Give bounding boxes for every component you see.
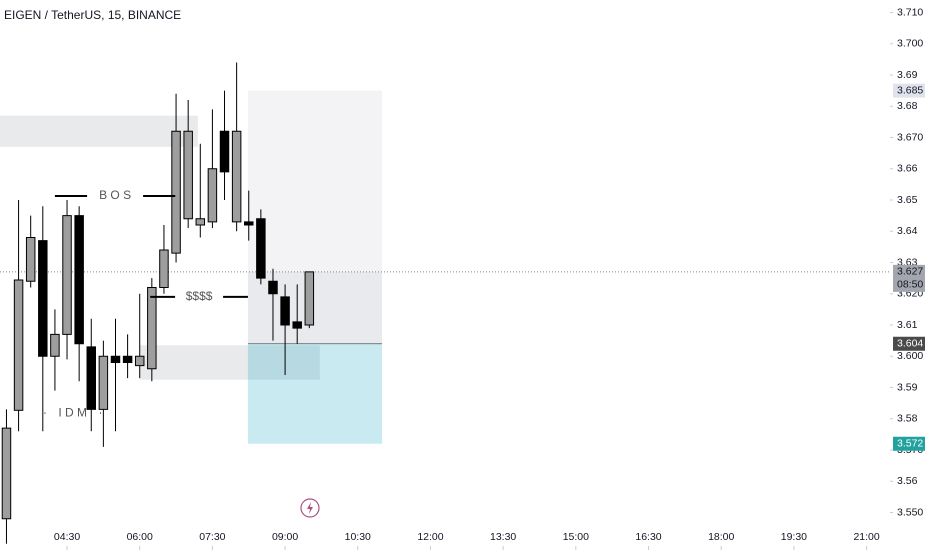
x-tick-label: 12:00 — [417, 531, 443, 543]
y-tick-label: 3.58 — [897, 413, 918, 425]
chart-title: EIGEN / TetherUS, 15, BINANCE — [4, 8, 181, 22]
x-tick-label: 04:30 — [54, 531, 80, 543]
countdown-label: 08:50 — [897, 279, 923, 291]
price-badge-label: 3.572 — [897, 438, 923, 450]
stop-zone — [247, 343, 383, 444]
y-tick-label: 3.59 — [897, 381, 918, 393]
candle-body — [50, 333, 60, 357]
x-tick-label: 06:00 — [127, 531, 153, 543]
icon-bolt — [307, 502, 313, 514]
candle-body — [292, 321, 302, 329]
candle-body — [1, 427, 12, 520]
candle-body — [74, 215, 84, 345]
annotation-text: I D M — [58, 405, 87, 419]
candle-body — [219, 130, 230, 173]
replay-icon[interactable] — [300, 498, 320, 518]
candle-body — [159, 249, 169, 288]
y-tick-label: 3.700 — [897, 38, 923, 50]
x-tick-label: 21:00 — [853, 531, 879, 543]
candle-body — [38, 240, 48, 357]
y-tick-label: 3.56 — [897, 475, 918, 487]
candle-body — [134, 355, 145, 367]
annotation-text: $$$$ — [186, 289, 213, 303]
y-tick-label: 3.670 — [897, 131, 923, 143]
candle-body — [268, 280, 278, 295]
y-tick-label: 3.65 — [897, 194, 918, 206]
price-badge — [893, 264, 925, 292]
candle-body — [231, 130, 242, 223]
price-badge — [893, 336, 925, 351]
x-tick-label: 09:00 — [272, 531, 298, 543]
candle-body — [122, 355, 133, 363]
y-tick-label: 3.64 — [897, 225, 918, 237]
supply-demand-zone — [139, 345, 320, 380]
candle-body — [195, 218, 206, 226]
candle-body — [25, 237, 36, 282]
price-badge — [893, 436, 925, 451]
candle-body — [147, 287, 157, 370]
x-tick-label: 19:30 — [781, 531, 807, 543]
candle-body — [304, 271, 315, 326]
candle-body — [256, 218, 266, 279]
x-tick-label: 10:30 — [345, 531, 371, 543]
x-tick-label: 13:30 — [490, 531, 516, 543]
open-profit-zone — [247, 271, 383, 344]
y-tick-label: 3.550 — [897, 506, 923, 518]
y-tick-label: 3.69 — [897, 69, 918, 81]
y-tick-label: 3.710 — [897, 6, 923, 18]
annotation-text: B O S — [99, 188, 131, 202]
x-tick-label: 18:00 — [708, 531, 734, 543]
icon-ring — [300, 498, 320, 518]
y-tick-label: 3.66 — [897, 163, 918, 175]
y-tick-label: 3.68 — [897, 100, 918, 112]
candle-body — [62, 215, 72, 335]
candle-body — [183, 130, 193, 220]
candle-body — [86, 346, 97, 410]
candle-body — [207, 168, 218, 223]
price-badge-label: 3.685 — [897, 84, 923, 96]
candle-body — [244, 221, 254, 226]
price-badge-label: 3.604 — [897, 338, 923, 350]
price-badge — [893, 83, 925, 98]
candle-body — [98, 355, 109, 410]
x-tick-label: 16:30 — [635, 531, 661, 543]
y-tick-label: 3.61 — [897, 319, 918, 331]
x-tick-label: 15:00 — [563, 531, 589, 543]
candle-body — [110, 355, 121, 363]
candle-body — [280, 296, 290, 326]
profit-zone — [247, 90, 383, 344]
candle-body — [13, 279, 24, 411]
price-badge-label: 3.627 — [897, 266, 923, 278]
candle-body — [171, 130, 181, 254]
y-tick-label: 3.600 — [897, 350, 923, 362]
supply-demand-zone — [0, 115, 198, 147]
x-tick-label: 07:30 — [199, 531, 225, 543]
